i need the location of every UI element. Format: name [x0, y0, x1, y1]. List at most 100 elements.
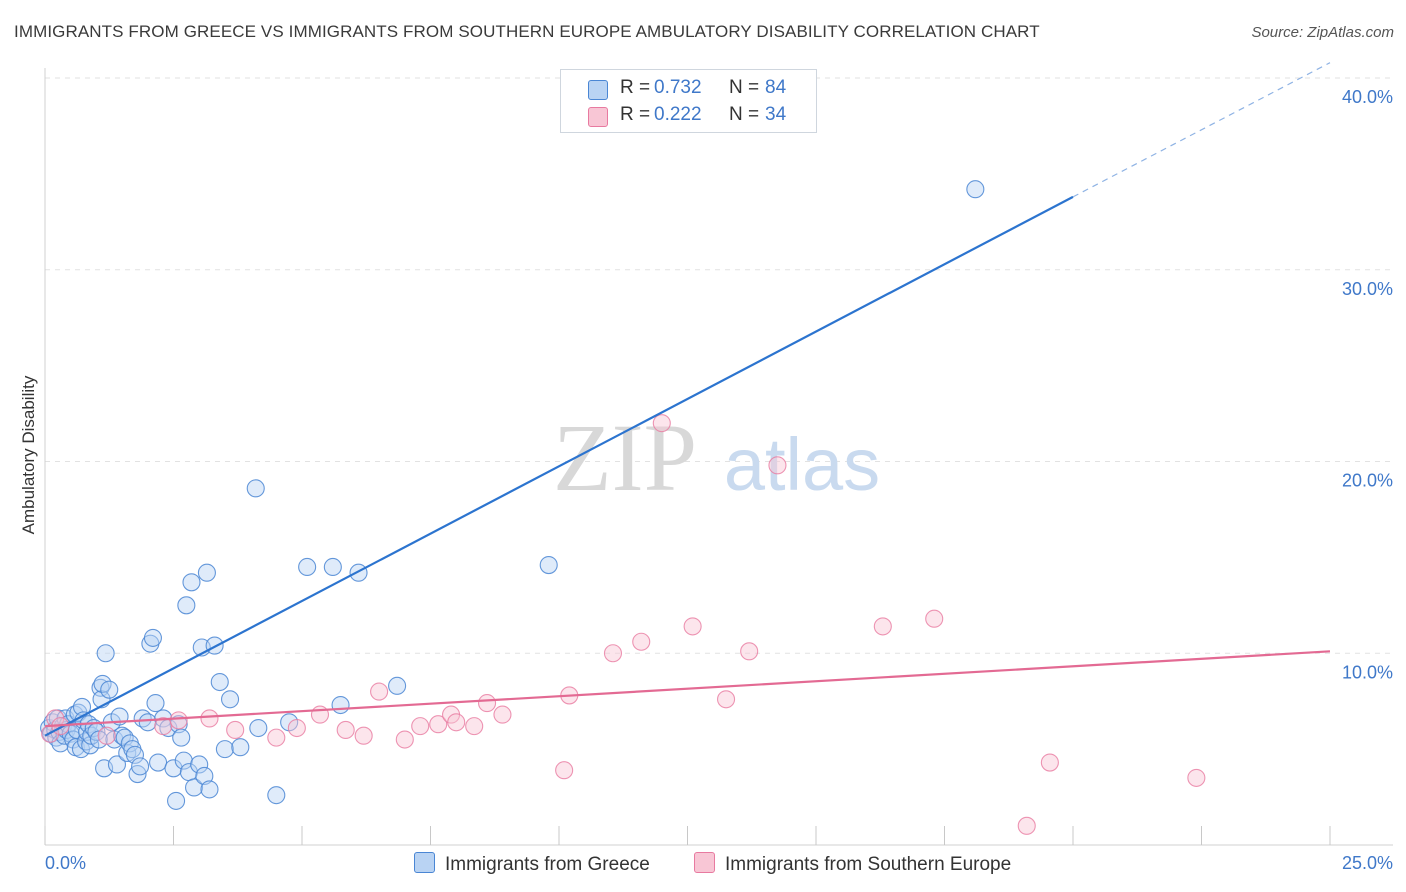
point-greece: [182, 573, 201, 592]
y-tick-label: 10.0%: [1342, 662, 1393, 682]
point-southern-europe: [169, 711, 188, 730]
legend-n-label: N =: [729, 77, 760, 98]
point-southern-europe: [683, 617, 702, 636]
point-greece: [146, 694, 165, 713]
point-greece: [174, 751, 193, 770]
legend-r-label: R =: [620, 77, 651, 98]
legend-n-value: 84: [765, 77, 787, 98]
watermark: ZIP atlas: [553, 404, 880, 511]
point-southern-europe: [555, 761, 574, 780]
point-southern-europe: [395, 730, 414, 749]
chart-title: IMMIGRANTS FROM GREECE VS IMMIGRANTS FRO…: [14, 22, 1040, 41]
point-southern-europe: [287, 718, 306, 738]
series-legend: Immigrants from Greece Immigrants from S…: [0, 852, 1406, 878]
legend-item-greece: Immigrants from Greece: [414, 852, 650, 876]
watermark-atlas: atlas: [724, 423, 880, 506]
point-southern-europe: [200, 709, 219, 728]
point-southern-europe: [1017, 816, 1036, 835]
legend-swatch-blue: [414, 852, 435, 873]
point-southern-europe: [716, 690, 736, 709]
point-greece: [100, 680, 119, 699]
point-southern-europe: [493, 705, 512, 724]
point-southern-europe: [603, 644, 623, 663]
point-greece: [298, 557, 317, 577]
y-tick-label: 30.0%: [1342, 279, 1393, 299]
point-greece: [138, 713, 157, 732]
point-greece: [210, 672, 229, 692]
point-southern-europe: [336, 720, 355, 740]
point-southern-europe: [411, 717, 430, 736]
legend-n-label: N =: [729, 104, 760, 125]
source-label: Source: ZipAtlas.com: [1251, 24, 1394, 41]
point-greece: [185, 778, 204, 797]
y-tick-label: 40.0%: [1342, 87, 1393, 107]
point-greece: [267, 786, 286, 805]
point-southern-europe: [447, 713, 466, 732]
point-southern-europe: [370, 682, 389, 701]
series-greece-points: [40, 180, 985, 810]
legend-label-southern-europe: Immigrants from Southern Europe: [725, 854, 1012, 875]
gridlines: [45, 77, 1390, 654]
point-southern-europe: [632, 632, 651, 651]
point-southern-europe: [873, 617, 892, 636]
legend-row-greece: R = 0.732 N = 84: [561, 75, 816, 101]
point-southern-europe: [267, 728, 286, 747]
legend-swatch-pink: [588, 107, 608, 127]
point-greece: [81, 736, 100, 755]
point-greece: [113, 726, 132, 745]
legend-r-value: 0.732: [654, 77, 702, 98]
trend-line-southern-europe: [44, 650, 1331, 728]
point-southern-europe: [477, 694, 497, 713]
point-greece: [249, 718, 268, 738]
point-greece: [167, 791, 186, 810]
legend-swatch-blue: [588, 80, 608, 100]
point-greece: [96, 644, 115, 663]
point-southern-europe: [1187, 768, 1206, 787]
y-tick-label: 20.0%: [1342, 471, 1393, 491]
point-greece: [172, 728, 191, 747]
point-greece: [331, 695, 350, 715]
point-southern-europe: [740, 642, 759, 661]
x-tick-label: 0.0%: [45, 853, 86, 873]
point-southern-europe: [652, 414, 671, 433]
point-greece: [200, 780, 219, 799]
point-greece: [246, 479, 265, 498]
point-southern-europe: [925, 609, 944, 628]
point-greece: [215, 740, 234, 759]
point-greece: [190, 755, 209, 774]
point-greece: [177, 596, 196, 615]
point-greece: [197, 563, 216, 582]
point-southern-europe: [429, 715, 448, 734]
legend-swatch-pink: [694, 852, 715, 873]
x-tick-label: 25.0%: [1342, 853, 1393, 873]
point-greece: [966, 180, 985, 199]
point-southern-europe: [1040, 753, 1059, 772]
point-greece: [149, 753, 168, 772]
point-greece: [349, 563, 368, 582]
legend-r-label: R =: [620, 104, 651, 125]
trend-line-greece: [44, 195, 1074, 737]
point-southern-europe: [97, 726, 116, 745]
axes: [44, 68, 1393, 846]
legend-n-value: 34: [765, 104, 787, 125]
point-greece: [169, 715, 188, 734]
legend-r-value: 0.222: [654, 104, 702, 125]
point-southern-europe: [465, 717, 484, 736]
point-greece: [323, 557, 342, 577]
legend-row-southern-europe: R = 0.222 N = 34: [561, 102, 816, 128]
y-axis-label: Ambulatory Disability: [19, 375, 38, 535]
point-southern-europe: [354, 726, 373, 745]
point-greece: [107, 755, 127, 774]
point-greece: [539, 555, 558, 575]
legend-label-greece: Immigrants from Greece: [445, 854, 650, 875]
point-southern-europe: [768, 456, 787, 475]
point-southern-europe: [226, 720, 245, 740]
trend-line-greece-extension: [1072, 62, 1331, 198]
legend-item-southern-europe: Immigrants from Southern Europe: [694, 852, 1011, 876]
trend-lines: [44, 62, 1331, 737]
correlation-legend: R = 0.732 N = 84 R = 0.222 N = 34: [560, 69, 817, 133]
point-southern-europe: [310, 705, 330, 724]
point-greece: [164, 759, 183, 778]
tick-labels: 10.0% 20.0% 30.0% 40.0% 0.0% 25.0%: [45, 87, 1393, 873]
